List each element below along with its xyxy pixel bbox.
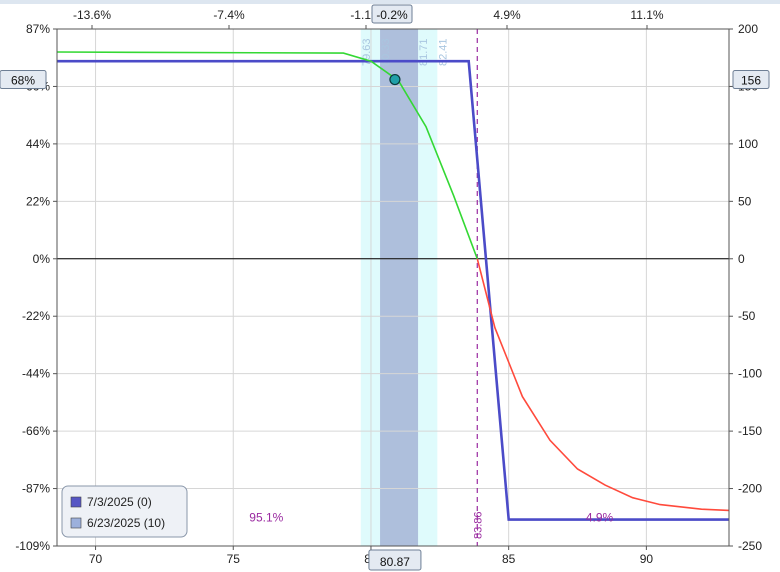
current-price-point[interactable] [389,73,401,86]
legend-label[interactable]: 7/3/2025 (0) [87,495,152,509]
right-tick-label: 200 [738,22,758,36]
bottom-marker-label: 80.87 [380,555,410,569]
right-marker-label-box [732,70,770,90]
band-label: 81.71 [418,38,430,66]
legend-swatch[interactable] [70,496,82,508]
probability-label: 4.9% [586,510,614,524]
bottom-marker-label-box [368,549,422,571]
legend-box [61,485,188,538]
breakeven-label: 83.86 [472,511,484,539]
right-tick-label: 0 [738,252,745,266]
right-tick-label: -150 [738,424,762,438]
left-tick-label: -109% [15,539,50,553]
top-tick-label: 4.9% [493,8,521,22]
right-tick-label: -250 [738,539,762,553]
inner-band [380,29,419,546]
left-tick-label: 0% [33,252,51,266]
current-pnl-line-loss [476,258,730,512]
probability-label: 95.1% [249,510,283,524]
right-tick-label: -100 [738,367,762,381]
right-tick-label: -200 [738,482,762,496]
left-tick-label: -22% [22,309,50,323]
legend-swatch[interactable] [70,517,82,529]
left-tick-label: 87% [26,22,50,36]
left-tick-label: 22% [26,194,50,208]
top-tick-label: -7.4% [213,8,245,22]
bottom-tick-label: 90 [640,552,654,566]
top-tick-label: 11.1% [630,8,663,22]
top-strip [0,0,780,4]
right-marker-label: 156 [741,74,761,88]
right-tick-label: -50 [738,309,756,323]
left-tick-label: -66% [22,424,50,438]
left-marker-label-box [0,70,47,90]
axis-markers: 68% 156 -0.2% 80.87 [0,4,770,571]
probability-labels: 95.1% 4.9% [249,510,613,524]
right-tick-label: 100 [738,137,758,151]
expiry-pnl-line [57,59,729,521]
bottom-tick-label: 70 [89,552,103,566]
top-marker-label-box [371,4,413,24]
left-tick-label: -44% [22,367,50,381]
band-labels: 79.63 80.33 81.71 82.41 [361,38,450,66]
bottom-tick-label: 75 [227,552,241,566]
plot-frame [56,28,730,547]
bottom-tick-label: 85 [502,552,516,566]
left-tick-label: 44% [26,137,50,151]
band-label: 82.41 [437,38,449,66]
top-marker-label: -0.2% [376,8,408,22]
current-point-dot[interactable] [389,73,401,86]
left-tick-label: -87% [22,482,50,496]
band-label: 80.33 [380,38,392,66]
right-tick-label: 50 [738,194,752,208]
left-marker-label: 68% [11,74,35,88]
legend[interactable]: 7/3/2025 (0) 6/23/2025 (10) [61,485,188,538]
top-tick-label: -13.6% [73,8,111,22]
legend-label[interactable]: 6/23/2025 (10) [87,516,165,530]
